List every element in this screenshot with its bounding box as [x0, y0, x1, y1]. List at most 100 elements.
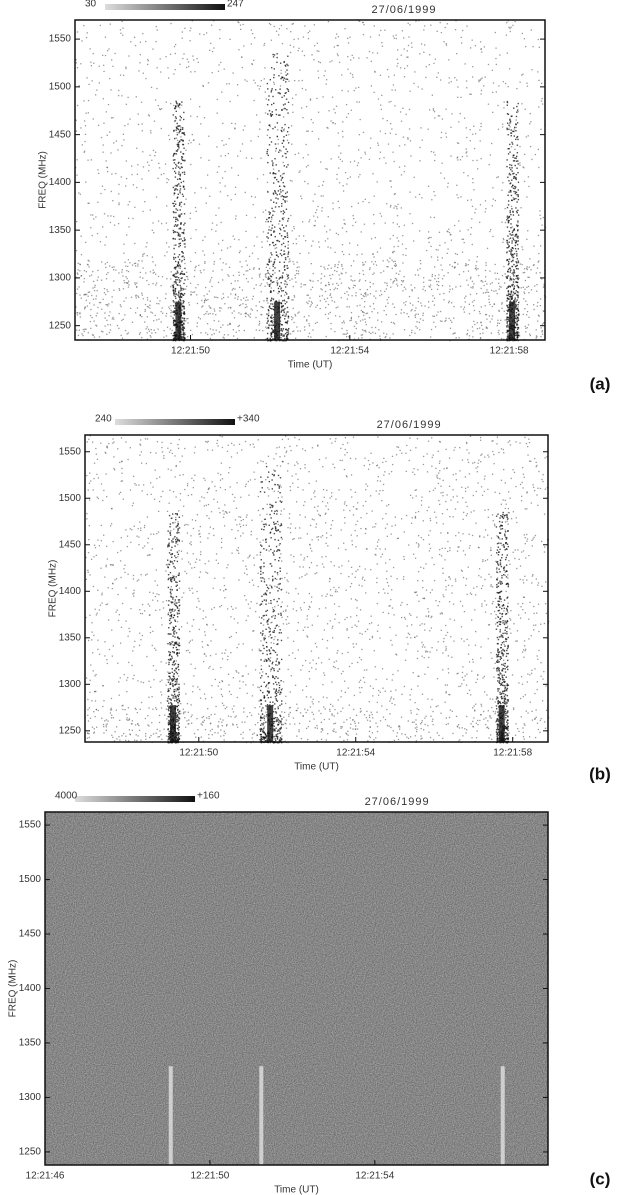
- dot: [472, 206, 473, 207]
- dot: [111, 735, 112, 736]
- dot: [233, 335, 234, 336]
- dot: [126, 234, 127, 235]
- dot: [494, 524, 495, 525]
- dot: [155, 332, 156, 333]
- dot: [118, 204, 119, 205]
- dot: [161, 321, 162, 322]
- dot: [173, 295, 174, 296]
- dot: [146, 280, 147, 281]
- dot: [489, 231, 490, 232]
- dot: [163, 330, 164, 331]
- dot: [420, 302, 421, 303]
- dot: [338, 261, 339, 262]
- dot: [449, 77, 450, 78]
- dot: [108, 48, 109, 49]
- dot: [191, 714, 192, 715]
- burst-dot: [276, 148, 277, 149]
- dot: [366, 324, 367, 325]
- dot: [337, 53, 338, 54]
- dot: [107, 558, 108, 559]
- burst-dot: [509, 164, 510, 165]
- dot: [297, 267, 298, 268]
- dot: [280, 150, 281, 151]
- dot: [212, 734, 213, 735]
- dot: [137, 264, 138, 265]
- dot: [85, 242, 86, 243]
- dot: [291, 316, 292, 317]
- dot: [461, 42, 462, 43]
- dot: [264, 78, 265, 79]
- dot: [492, 451, 493, 452]
- dot: [473, 588, 474, 589]
- dot: [401, 207, 402, 208]
- dot: [515, 302, 516, 303]
- burst-dot: [181, 139, 182, 140]
- dot: [529, 123, 530, 124]
- dot: [122, 35, 123, 36]
- dot: [84, 329, 85, 330]
- dot: [524, 272, 525, 273]
- dot: [480, 313, 481, 314]
- dot: [465, 63, 466, 64]
- dot: [351, 320, 352, 321]
- dot: [529, 674, 530, 675]
- dot: [346, 306, 347, 307]
- dot: [531, 502, 532, 503]
- dot: [363, 295, 364, 296]
- dot: [315, 526, 316, 527]
- dot: [210, 640, 211, 641]
- dot: [81, 298, 82, 299]
- dot: [100, 302, 101, 303]
- dot: [113, 456, 114, 457]
- dot: [259, 330, 260, 331]
- dot: [485, 262, 486, 263]
- dot: [249, 555, 250, 556]
- burst-dot: [506, 259, 507, 260]
- dot: [77, 288, 78, 289]
- dot: [423, 644, 424, 645]
- dot: [180, 136, 181, 137]
- dot: [509, 440, 510, 441]
- burst-dot: [510, 227, 511, 228]
- dot: [341, 74, 342, 75]
- dot: [448, 229, 449, 230]
- dot: [268, 636, 269, 637]
- dot: [103, 98, 104, 99]
- dot: [163, 455, 164, 456]
- dot: [161, 108, 162, 109]
- dot: [143, 166, 144, 167]
- dot: [436, 315, 437, 316]
- dot: [375, 666, 376, 667]
- dot: [293, 308, 294, 309]
- dot: [123, 280, 124, 281]
- dot: [527, 681, 528, 682]
- dot: [188, 719, 189, 720]
- dot: [326, 739, 327, 740]
- burst-dot: [507, 242, 508, 243]
- burst-dot: [288, 316, 289, 317]
- dot: [385, 163, 386, 164]
- burst-dot: [280, 63, 281, 64]
- dot: [235, 218, 236, 219]
- burst-dot: [512, 185, 513, 186]
- dot: [332, 520, 333, 521]
- dot: [259, 268, 260, 269]
- burst-dot: [516, 275, 517, 276]
- dot: [361, 231, 362, 232]
- dot: [91, 159, 92, 160]
- dot: [397, 670, 398, 671]
- dot: [466, 280, 467, 281]
- dot: [343, 509, 344, 510]
- burst-dot: [173, 232, 174, 233]
- burst-dot: [285, 322, 286, 323]
- burst-dot: [277, 122, 278, 123]
- dot: [357, 305, 358, 306]
- dot: [93, 320, 94, 321]
- dot: [142, 33, 143, 34]
- dot: [89, 275, 90, 276]
- dot: [521, 551, 522, 552]
- burst-dot: [269, 284, 270, 285]
- dot: [443, 299, 444, 300]
- burst-dot: [513, 239, 514, 240]
- dot: [348, 287, 349, 288]
